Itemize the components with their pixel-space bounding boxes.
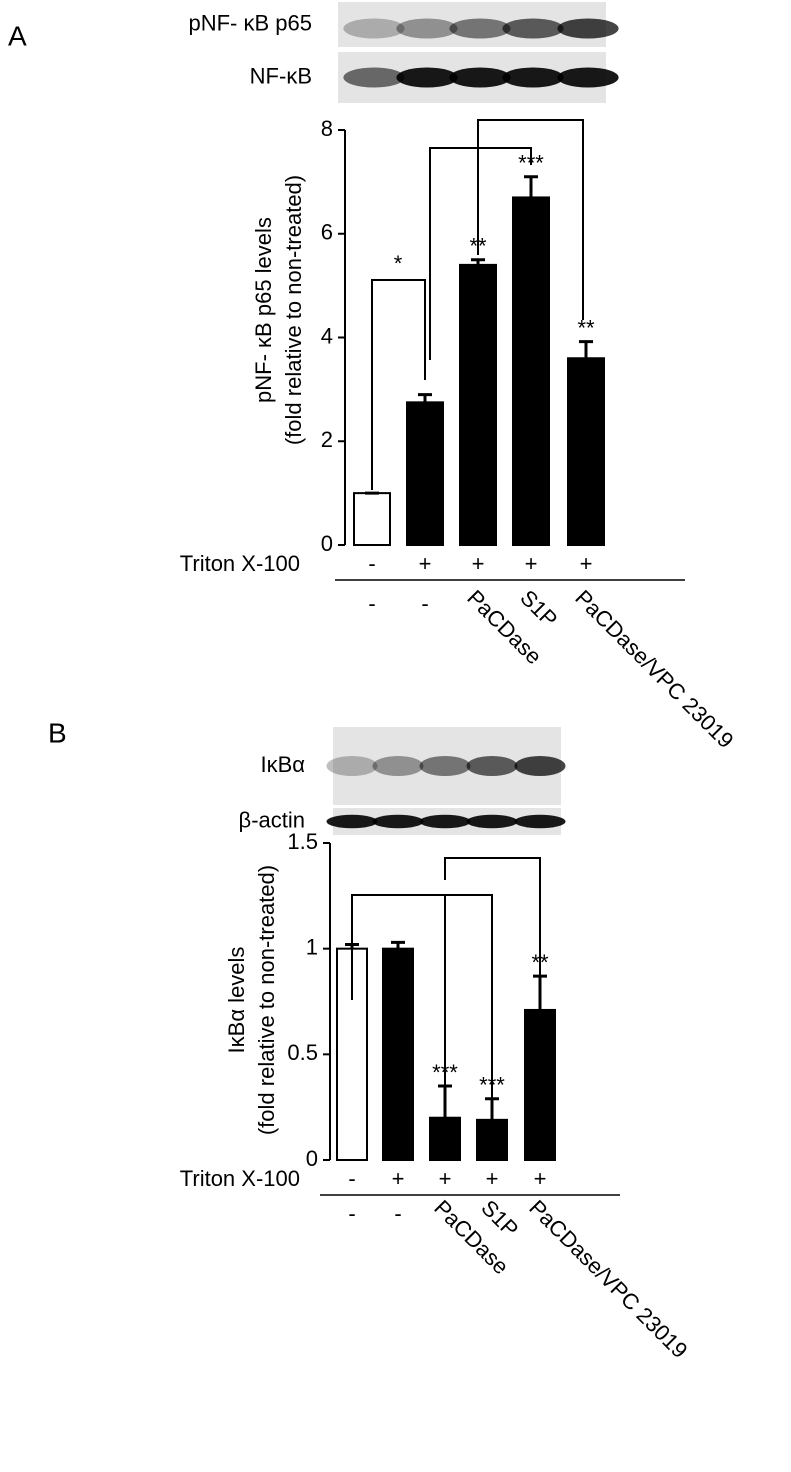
panel-label: B (48, 717, 67, 748)
y-tick-label: 8 (321, 116, 333, 141)
bracket (477, 119, 584, 320)
bracket (429, 147, 532, 360)
error-bar (524, 175, 538, 198)
blot-band (326, 756, 378, 776)
triton-mark: + (525, 551, 538, 576)
triton-mark: + (486, 1166, 499, 1191)
bar (567, 357, 605, 546)
brackets (351, 119, 584, 1110)
bracket-label: * (394, 251, 403, 276)
panel-label: A (8, 20, 27, 51)
blot-band (466, 756, 518, 776)
blot-band (449, 67, 511, 88)
blot-label: IκBα (260, 752, 305, 777)
blot-band (514, 756, 566, 776)
bar (382, 947, 414, 1162)
y-axis-label: pNF- κB p65 levels (251, 217, 276, 403)
y-tick-label: 0 (321, 531, 333, 556)
bar (524, 1008, 556, 1161)
blot-band (326, 814, 378, 829)
triton-mark: + (472, 551, 485, 576)
y-tick-label: 4 (321, 323, 333, 348)
triton-mark: + (419, 551, 432, 576)
bar (353, 492, 391, 546)
bracket (371, 279, 426, 490)
y-axis-label: (fold relative to non-treated) (254, 865, 279, 1135)
x-tick-label: - (368, 591, 375, 616)
blot-band (343, 18, 405, 39)
bracket (351, 894, 493, 1110)
blot-band (466, 814, 518, 829)
y-tick-label: 1.5 (287, 829, 318, 854)
blot-label: pNF- κB p65 (189, 10, 313, 35)
y-axis-label: IκBα levels (224, 947, 249, 1054)
blot-band (419, 756, 471, 776)
triton-mark: + (534, 1166, 547, 1191)
blot-band (372, 756, 424, 776)
x-tick-label: PaCDase/VPC 23019 (524, 1195, 692, 1363)
significance: ** (577, 315, 595, 340)
triton-mark: + (392, 1166, 405, 1191)
bar (512, 196, 550, 546)
x-tick-label: - (348, 1201, 355, 1226)
y-tick-label: 1 (306, 934, 318, 959)
blot-band (449, 18, 511, 39)
bar (429, 1116, 461, 1161)
bar (459, 263, 497, 546)
error-bar (418, 393, 432, 403)
blot-band (372, 814, 424, 829)
x-tick-label: - (394, 1201, 401, 1226)
triton-mark: - (368, 551, 375, 576)
blot-label: β-actin (239, 807, 305, 832)
y-axis-label: (fold relative to non-treated) (281, 175, 306, 445)
x-tick-label: PaCDase/VPC 23019 (570, 585, 738, 753)
x-tick-label: - (421, 591, 428, 616)
error-bar (391, 940, 405, 949)
bar (476, 1118, 508, 1162)
blot-band (343, 67, 405, 88)
blot-band (502, 18, 564, 39)
y-tick-label: 2 (321, 427, 333, 452)
triton-mark: + (580, 551, 593, 576)
blot-band (502, 67, 564, 88)
blot-band (514, 814, 566, 829)
blot-band (396, 18, 458, 39)
error-bar (471, 258, 485, 265)
y-tick-label: 6 (321, 220, 333, 245)
blot-band (557, 67, 619, 88)
triton-mark: - (348, 1166, 355, 1191)
bar (406, 401, 444, 546)
x-tick-label: S1P (515, 585, 562, 632)
blot-band (419, 814, 471, 829)
error-bar (579, 340, 593, 359)
row-label: Triton X-100 (180, 551, 300, 576)
bracket (444, 857, 541, 1000)
blot-band (557, 18, 619, 39)
y-tick-label: 0 (306, 1146, 318, 1171)
triton-mark: + (439, 1166, 452, 1191)
blot-label: NF-κB (250, 63, 312, 88)
row-label: Triton X-100 (180, 1166, 300, 1191)
y-tick-label: 0.5 (287, 1040, 318, 1065)
blot-band (396, 67, 458, 88)
